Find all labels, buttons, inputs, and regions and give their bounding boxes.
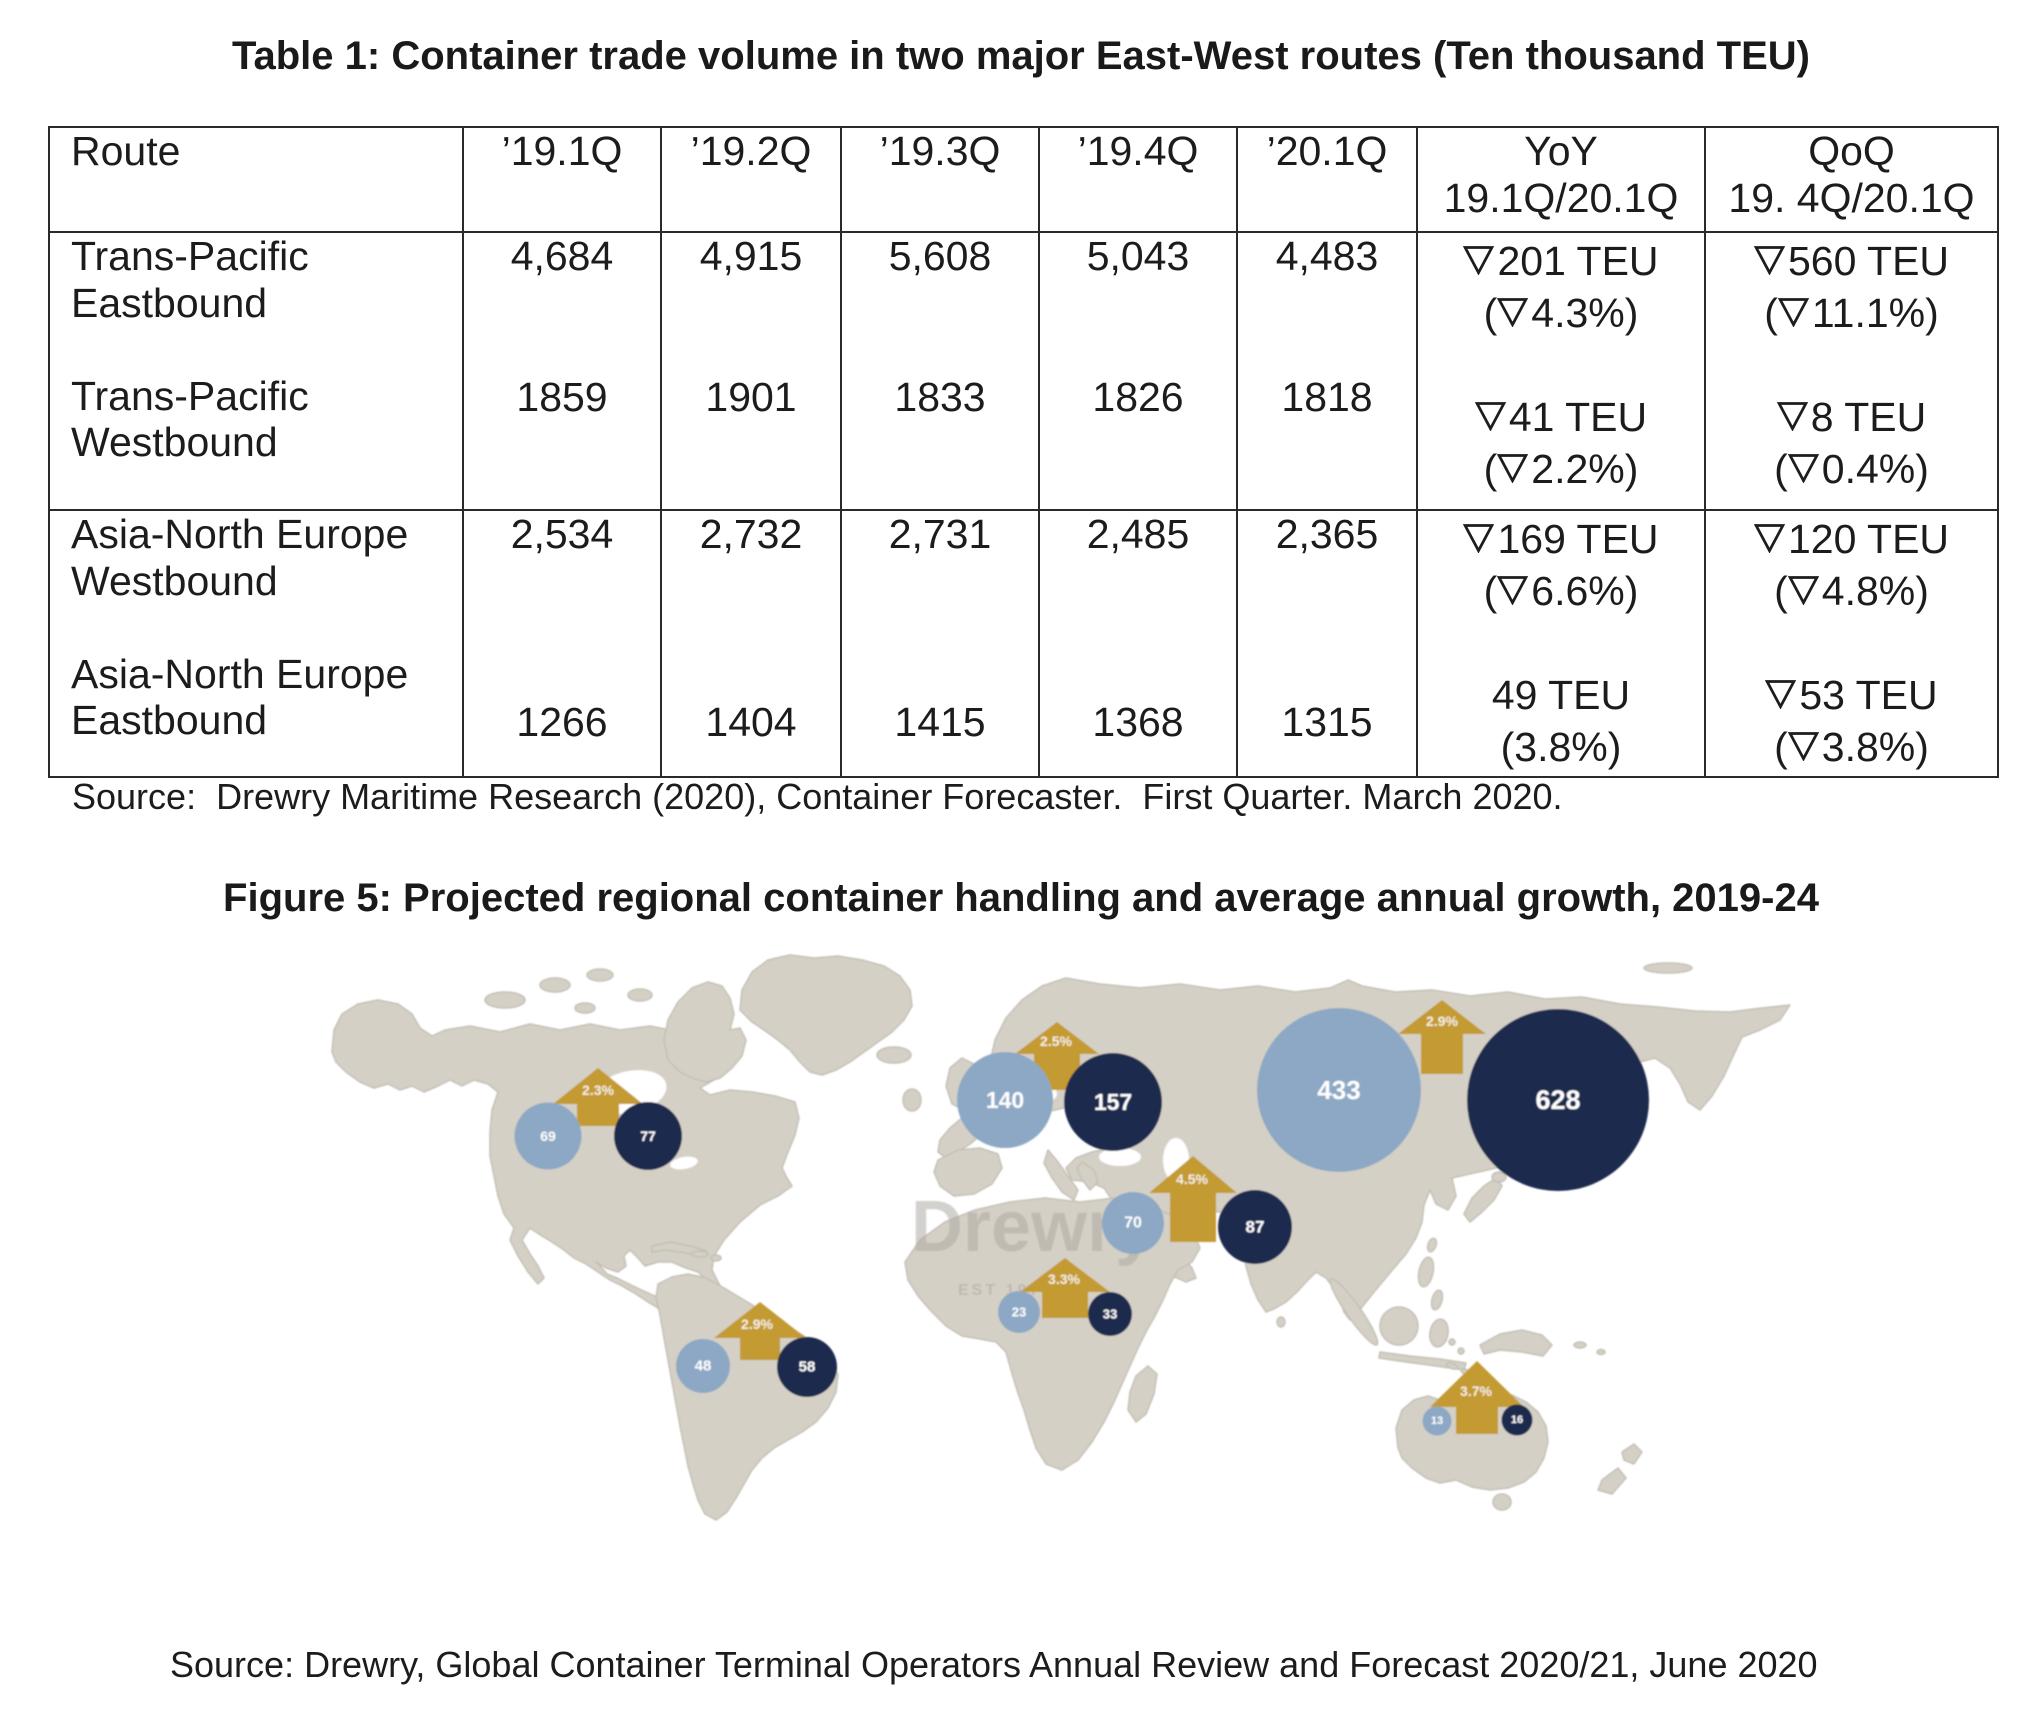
svg-text:33: 33	[1103, 1307, 1117, 1322]
svg-text:3.3%: 3.3%	[1048, 1271, 1080, 1287]
svg-text:628: 628	[1535, 1085, 1580, 1115]
svg-text:157: 157	[1094, 1089, 1132, 1115]
svg-text:16: 16	[1511, 1414, 1523, 1426]
svg-text:3.7%: 3.7%	[1460, 1383, 1492, 1399]
svg-text:2.9%: 2.9%	[741, 1316, 773, 1332]
svg-text:48: 48	[695, 1358, 712, 1375]
svg-text:13: 13	[1431, 1415, 1443, 1427]
svg-text:433: 433	[1317, 1075, 1360, 1105]
svg-text:2.5%: 2.5%	[1040, 1033, 1072, 1049]
svg-text:69: 69	[540, 1128, 556, 1144]
svg-text:2.9%: 2.9%	[1426, 1013, 1458, 1029]
svg-text:77: 77	[640, 1128, 656, 1144]
svg-text:4.5%: 4.5%	[1176, 1171, 1208, 1187]
svg-text:87: 87	[1246, 1218, 1265, 1237]
svg-text:2.3%: 2.3%	[582, 1082, 614, 1098]
svg-text:70: 70	[1124, 1215, 1142, 1232]
svg-text:23: 23	[1012, 1305, 1026, 1320]
svg-text:58: 58	[799, 1359, 816, 1376]
svg-text:140: 140	[986, 1087, 1024, 1113]
